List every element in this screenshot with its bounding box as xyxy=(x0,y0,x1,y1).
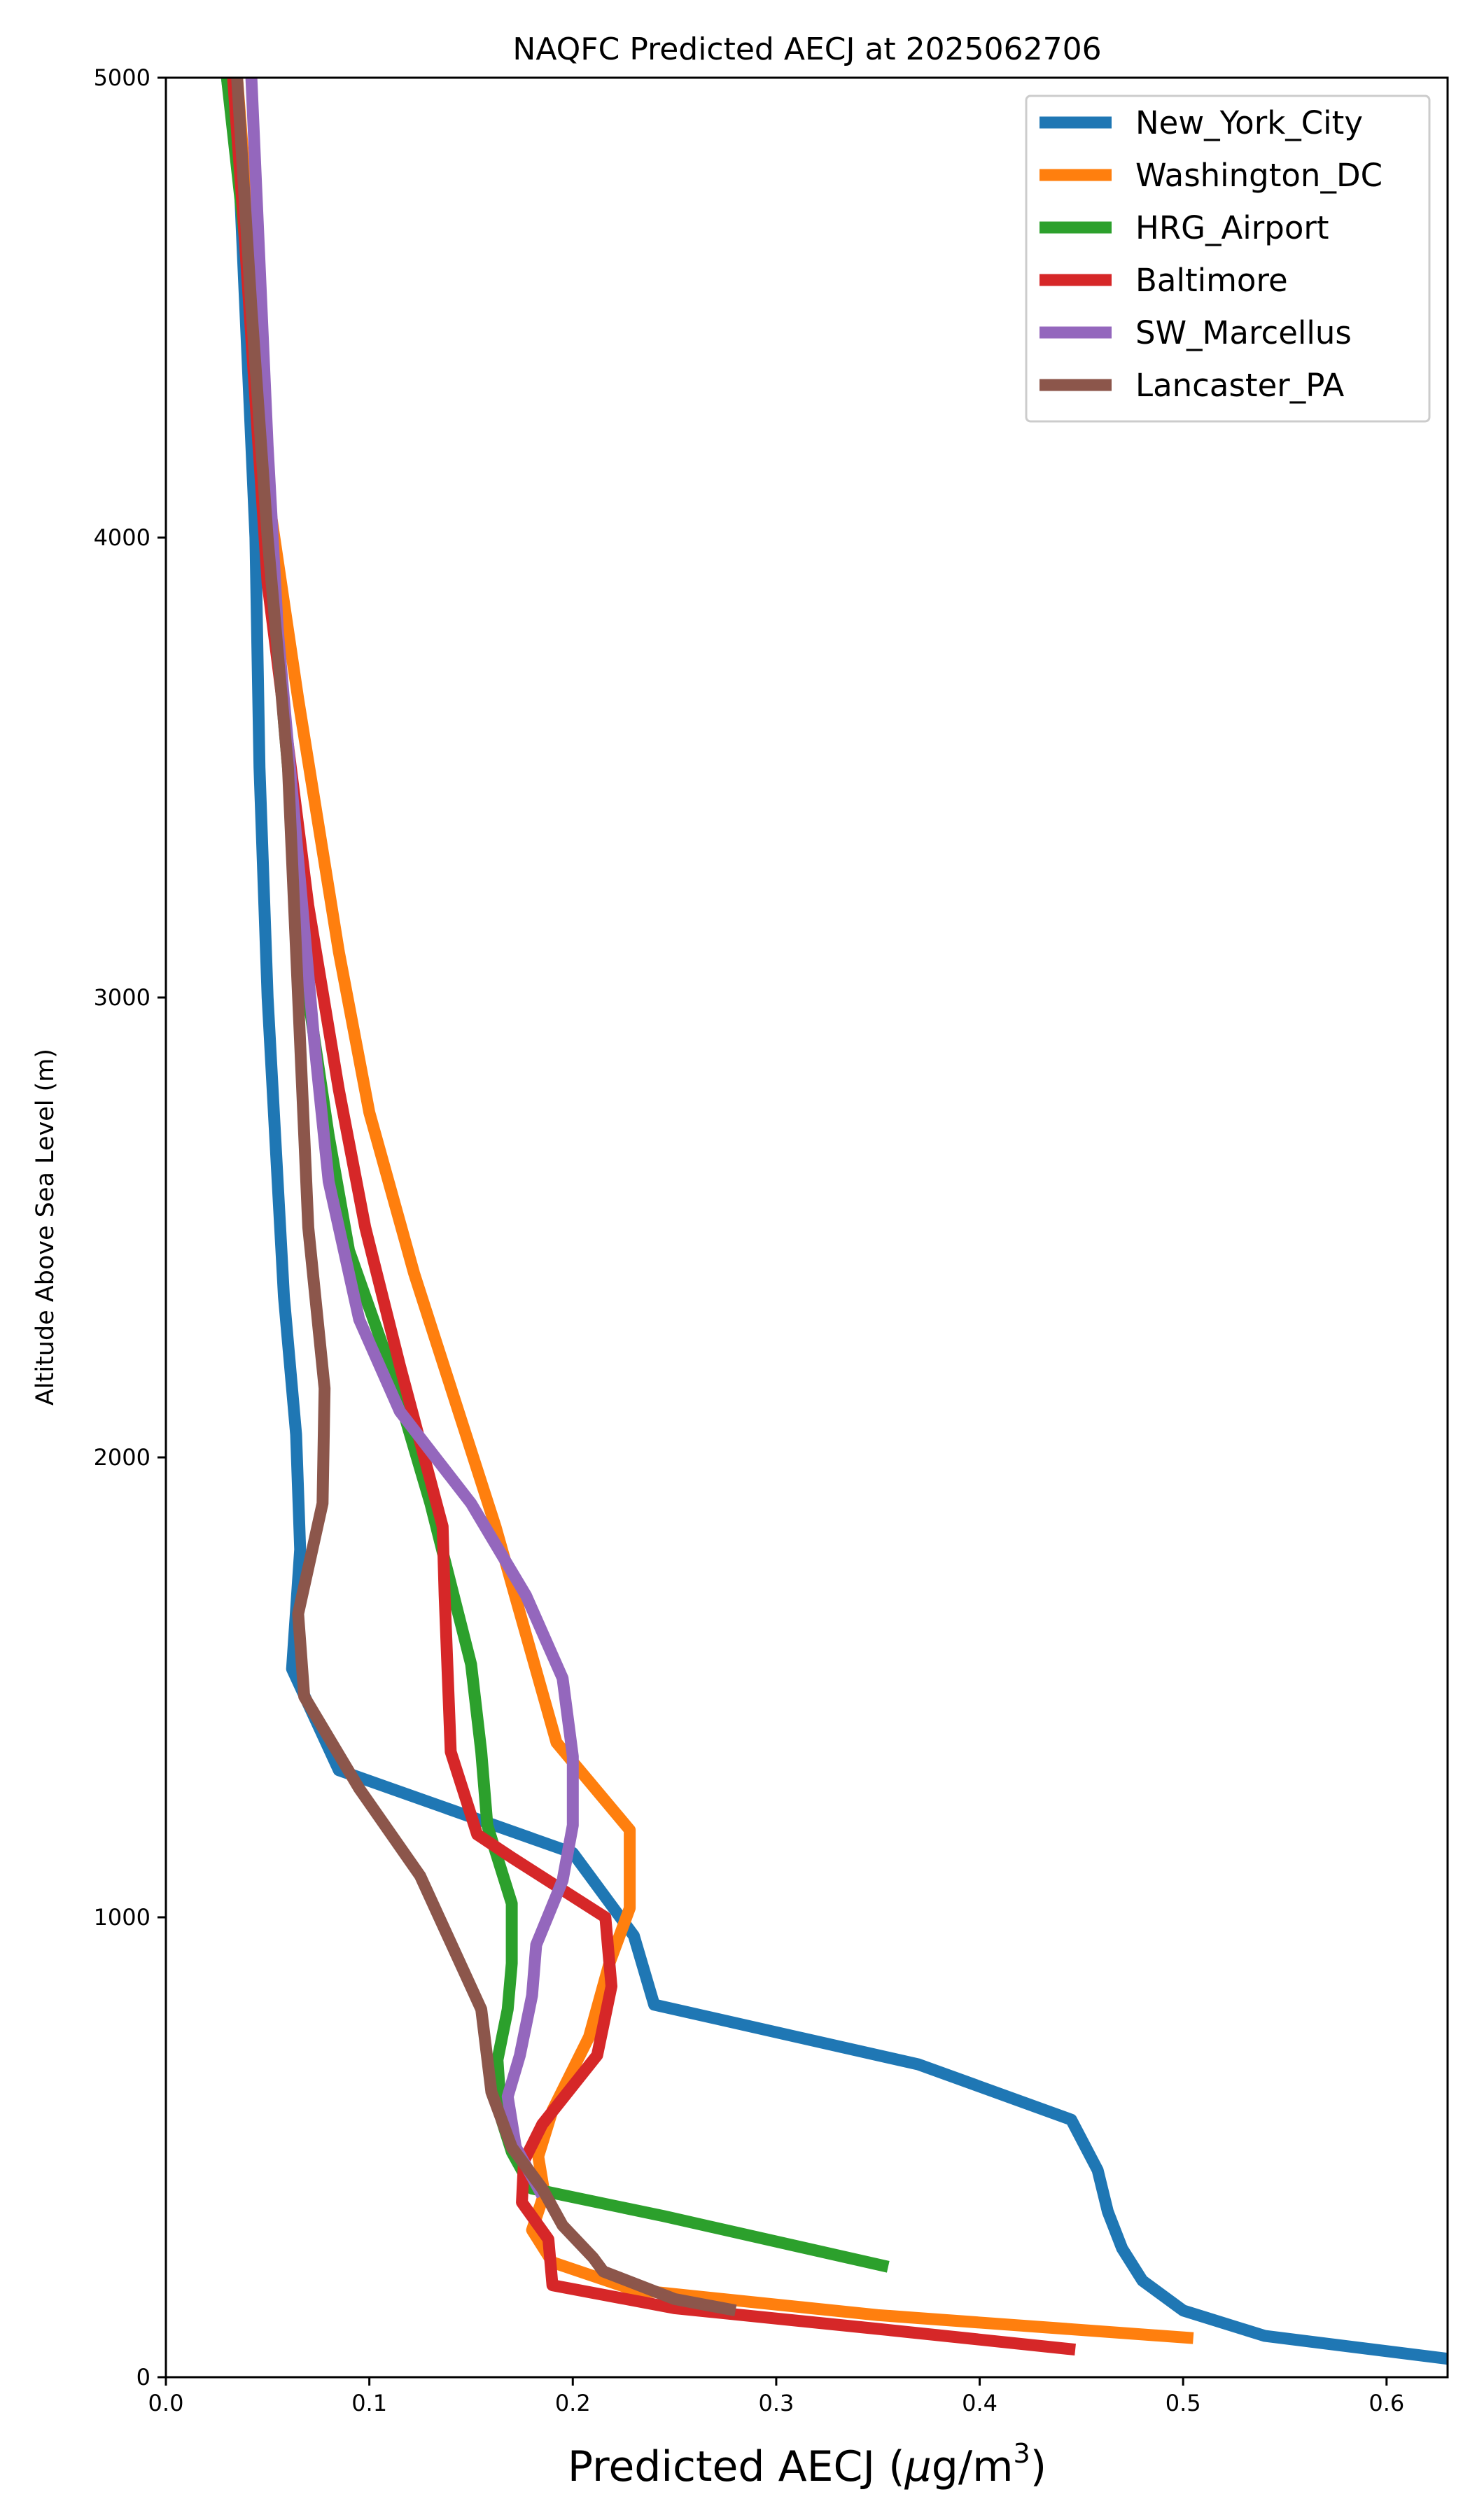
y-tick-label: 5000 xyxy=(94,64,150,91)
x-tick-label: 0.6 xyxy=(1368,2390,1404,2416)
x-axis: 0.0 0.1 0.2 0.3 0.4 0.5 0.6 xyxy=(148,2377,1404,2416)
x-tick-label: 0.1 xyxy=(351,2390,387,2416)
legend-label: Lancaster_PA xyxy=(1135,367,1345,404)
legend-label: Baltimore xyxy=(1135,262,1288,299)
chart-title: NAQFC Predicted AECJ at 2025062706 xyxy=(512,31,1101,67)
series-layer xyxy=(220,78,1448,2365)
x-axis-label: Predicted AECJ (μg/m3) xyxy=(568,2438,1046,2491)
plot-area xyxy=(220,78,1448,2365)
y-tick-label: 0 xyxy=(136,2364,150,2390)
x-tick-label: 0.0 xyxy=(148,2390,184,2416)
series-line-lancaster-pa xyxy=(231,78,737,2317)
y-tick-label: 3000 xyxy=(94,984,150,1011)
legend-label: Washington_DC xyxy=(1135,157,1382,194)
legend-label: New_York_City xyxy=(1135,104,1363,141)
x-tick-label: 0.2 xyxy=(555,2390,591,2416)
legend-box xyxy=(1025,94,1431,423)
y-axis: 0 1000 2000 3000 4000 5000 xyxy=(94,64,166,2390)
y-tick-label: 1000 xyxy=(94,1904,150,1931)
x-tick-label: 0.5 xyxy=(1166,2390,1201,2416)
y-tick-label: 4000 xyxy=(94,524,150,551)
y-tick-label: 2000 xyxy=(94,1444,150,1471)
legend-label: SW_Marcellus xyxy=(1135,314,1352,351)
legend-label: HRG_Airport xyxy=(1135,209,1329,246)
y-axis-label: Altitude Above Sea Level (m) xyxy=(31,1049,59,1406)
x-tick-label: 0.4 xyxy=(962,2390,997,2416)
series-line-baltimore xyxy=(227,78,1076,2356)
legend: New_York_City Washington_DC HRG_Airport Bal… xyxy=(1025,94,1431,423)
plot-frame xyxy=(164,76,1449,2379)
x-tick-label: 0.3 xyxy=(758,2390,794,2416)
